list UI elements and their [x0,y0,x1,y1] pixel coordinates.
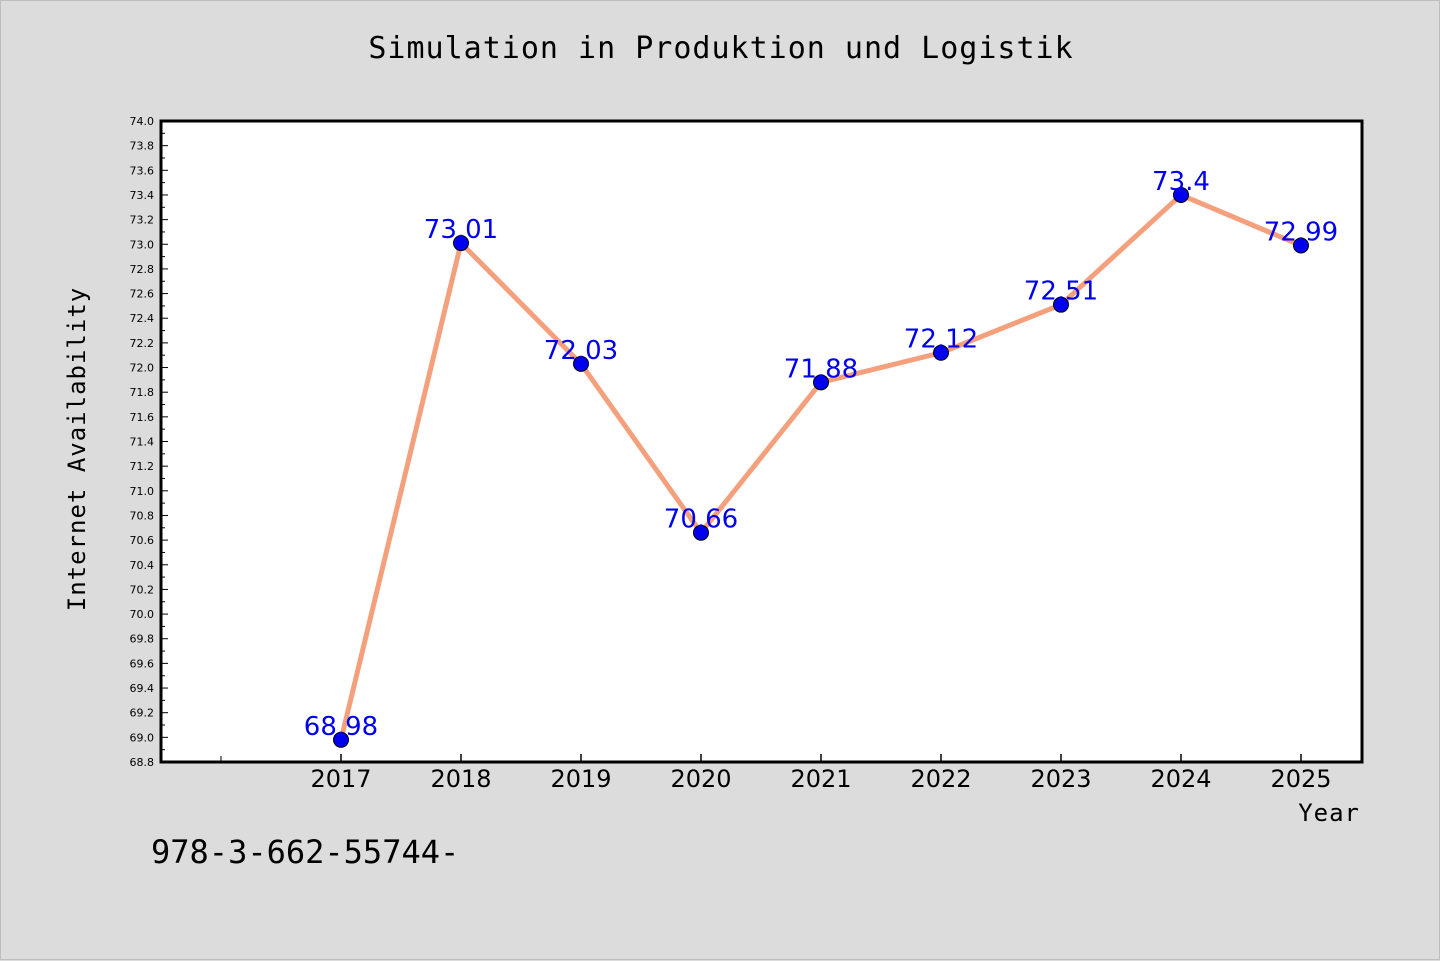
y-tick-label: 72.8 [130,263,155,276]
data-point-marker [933,344,949,361]
data-label: 70.66 [664,505,738,535]
y-tick-label: 70.8 [130,509,155,522]
data-label: 73.01 [424,215,498,245]
y-tick-label: 71.6 [130,411,155,424]
y-tick-label: 72.4 [130,312,155,325]
data-label: 68.98 [304,712,378,742]
y-tick-label: 69.8 [130,633,155,646]
x-tick-label: 2022 [910,765,971,793]
y-tick-label: 72.2 [130,337,155,350]
chart-title: Simulation in Produktion und Logistik [368,31,1074,66]
data-label: 71.88 [784,354,858,384]
y-tick-label: 69.4 [130,682,155,695]
x-tick-label: 2018 [430,765,491,793]
y-tick-label: 71.2 [130,460,155,473]
x-tick-label: 2019 [550,765,611,793]
data-label: 72.03 [544,336,618,366]
data-point-marker [813,374,829,391]
data-label: 72.99 [1264,218,1338,248]
y-tick-label: 70.0 [130,608,155,621]
y-tick-label: 70.6 [130,534,155,547]
y-tick-label: 73.0 [130,238,155,251]
data-label: 73.4 [1152,167,1210,197]
y-tick-label: 73.6 [130,164,155,177]
y-tick-label: 69.0 [130,731,155,744]
x-tick-label: 2024 [1150,765,1211,793]
footer-isbn-text: 978-3-662-55744- [151,833,460,871]
y-tick-label: 70.2 [130,583,155,596]
y-tick-label: 72.0 [130,362,155,375]
x-axis-title: Year [1298,799,1360,827]
y-tick-label: 74.0 [130,115,155,128]
data-point-marker [1173,186,1189,203]
y-tick-label: 73.8 [130,140,155,153]
y-tick-label: 69.6 [130,657,155,670]
x-tick-label: 2025 [1270,765,1331,793]
y-tick-label: 71.0 [130,485,155,498]
data-label: 72.12 [904,325,978,355]
x-tick-label: 2020 [670,765,731,793]
data-point-marker [333,731,349,748]
y-tick-label: 68.8 [130,756,155,769]
y-tick-label: 70.4 [130,559,155,572]
data-point-marker [453,235,469,252]
y-tick-label: 72.6 [130,288,155,301]
plot-area [159,119,1364,764]
y-tick-label: 71.4 [130,436,155,449]
y-tick-label: 73.2 [130,214,155,227]
y-tick-label: 71.8 [130,386,155,399]
y-axis-title: Internet Availability [63,287,91,611]
data-point-marker [573,355,589,372]
x-tick-label: 2021 [790,765,851,793]
data-point-marker [693,524,709,541]
y-tick-label: 73.4 [130,189,155,202]
x-tick-label: 2023 [1030,765,1091,793]
y-tick-label: 69.2 [130,707,155,720]
x-tick-label: 2017 [310,765,371,793]
data-point-marker [1293,237,1309,254]
data-point-marker [1053,296,1069,313]
data-label: 72.51 [1024,277,1098,307]
